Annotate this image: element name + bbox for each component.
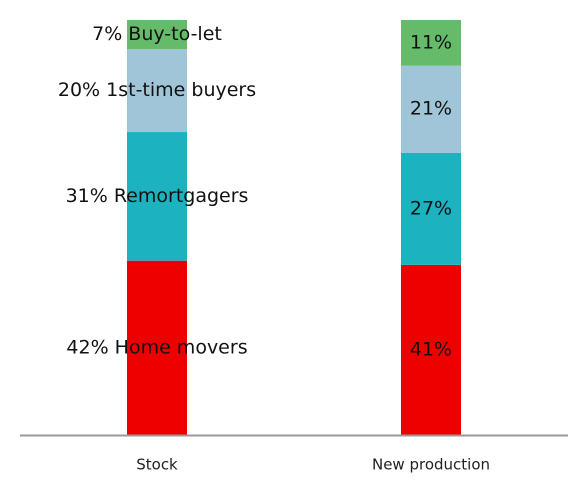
segment-label-new-production-buy-to-let: 11%	[410, 31, 452, 53]
segment-label-stock-remortgagers: 31% Remortgagers	[66, 185, 249, 207]
bar-segment-stock-buy-to-let	[127, 20, 187, 50]
bar-segment-stock-1st-time-buyers	[127, 49, 187, 133]
bar-segment-stock-remortgagers	[127, 132, 187, 261]
segment-labels-layer: 42% Home movers 31% Remortgagers 20% 1st-t…	[58, 23, 452, 360]
segment-label-stock-1st-time-buyers: 20% 1st-time buyers	[58, 79, 256, 101]
segment-label-new-production-1st-time-buyers: 21%	[410, 98, 452, 120]
bar-segment-new-production-home-movers	[401, 264, 461, 435]
segment-label-stock-home-movers: 42% Home movers	[66, 336, 247, 358]
x-tick-label-stock: Stock	[136, 456, 178, 474]
bar-segment-stock-home-movers	[127, 260, 187, 435]
x-tick-labels-layer: Stock New production	[136, 456, 490, 474]
bar-segment-new-production-1st-time-buyers	[401, 65, 461, 153]
segment-label-stock-buy-to-let: 7% Buy-to-let	[92, 23, 222, 45]
x-tick-label-new-production: New production	[372, 456, 490, 474]
segment-label-new-production-home-movers: 41%	[410, 338, 452, 360]
segment-label-new-production-remortgagers: 27%	[410, 197, 452, 219]
bar-segment-new-production-buy-to-let	[401, 20, 461, 66]
bar-segment-new-production-remortgagers	[401, 152, 461, 265]
bars-layer	[127, 20, 461, 435]
